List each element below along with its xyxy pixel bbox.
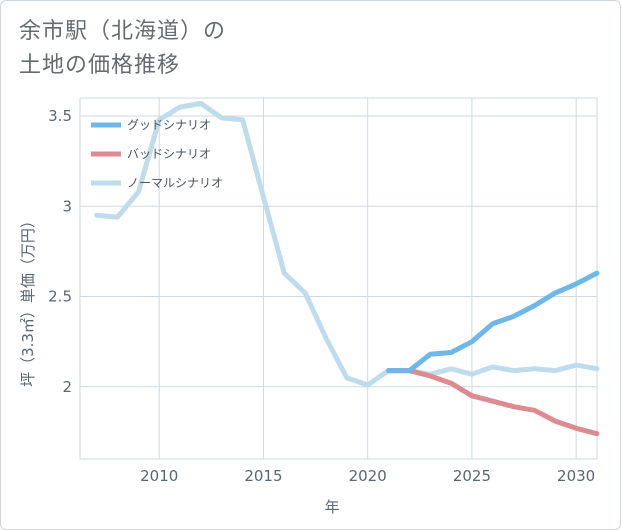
- series-line-2: [94, 100, 600, 388]
- y-tick-label: 2.5: [48, 288, 72, 306]
- y-tick-label: 3: [62, 197, 72, 215]
- y-axis-ticks: 2 2.5 3 3.5: [48, 107, 72, 396]
- x-tick-label: 2010: [140, 467, 178, 485]
- x-tick-label: 2020: [349, 467, 387, 485]
- chart-grid: [79, 97, 598, 460]
- legend-label: バッドシナリオ: [127, 147, 211, 161]
- y-tick-label: 2: [62, 378, 72, 396]
- x-axis-label: 年: [324, 498, 339, 516]
- chart-title-line2: 土地の価格推移: [19, 53, 181, 78]
- x-axis-ticks: 2010 2015 2020 2025 2030: [140, 467, 595, 485]
- plot-area: [79, 97, 598, 460]
- chart-series: [94, 100, 600, 437]
- legend-label: ノーマルシナリオ: [127, 176, 223, 190]
- x-tick-label: 2030: [557, 467, 595, 485]
- legend-label: グッドシナリオ: [127, 118, 211, 132]
- y-axis-label: 坪（3.3㎡）単価（万円）: [19, 213, 37, 387]
- series-line-1: [386, 368, 600, 437]
- x-tick-label: 2025: [453, 467, 491, 485]
- x-tick-label: 2015: [244, 467, 282, 485]
- y-tick-label: 3.5: [48, 107, 72, 125]
- chart-title: 余市駅（北海道）の 土地の価格推移: [19, 15, 226, 83]
- series-line-0: [386, 270, 600, 374]
- chart-title-line1: 余市駅（北海道）の: [19, 19, 227, 44]
